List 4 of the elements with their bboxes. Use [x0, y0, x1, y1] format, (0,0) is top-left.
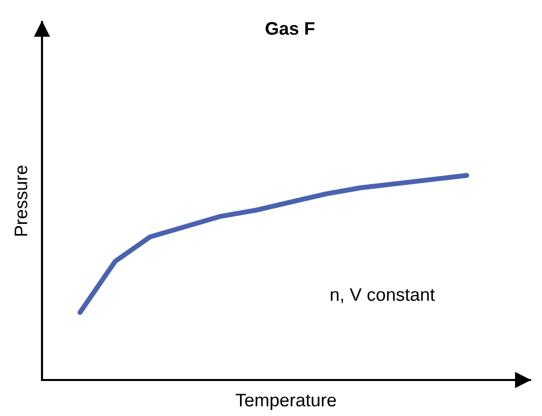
chart-title: Gas F [266, 22, 314, 35]
y-axis-title: Pressure [14, 166, 28, 236]
x-axis-title: Temperature [236, 394, 336, 410]
annotation: n, V constant [330, 288, 435, 304]
